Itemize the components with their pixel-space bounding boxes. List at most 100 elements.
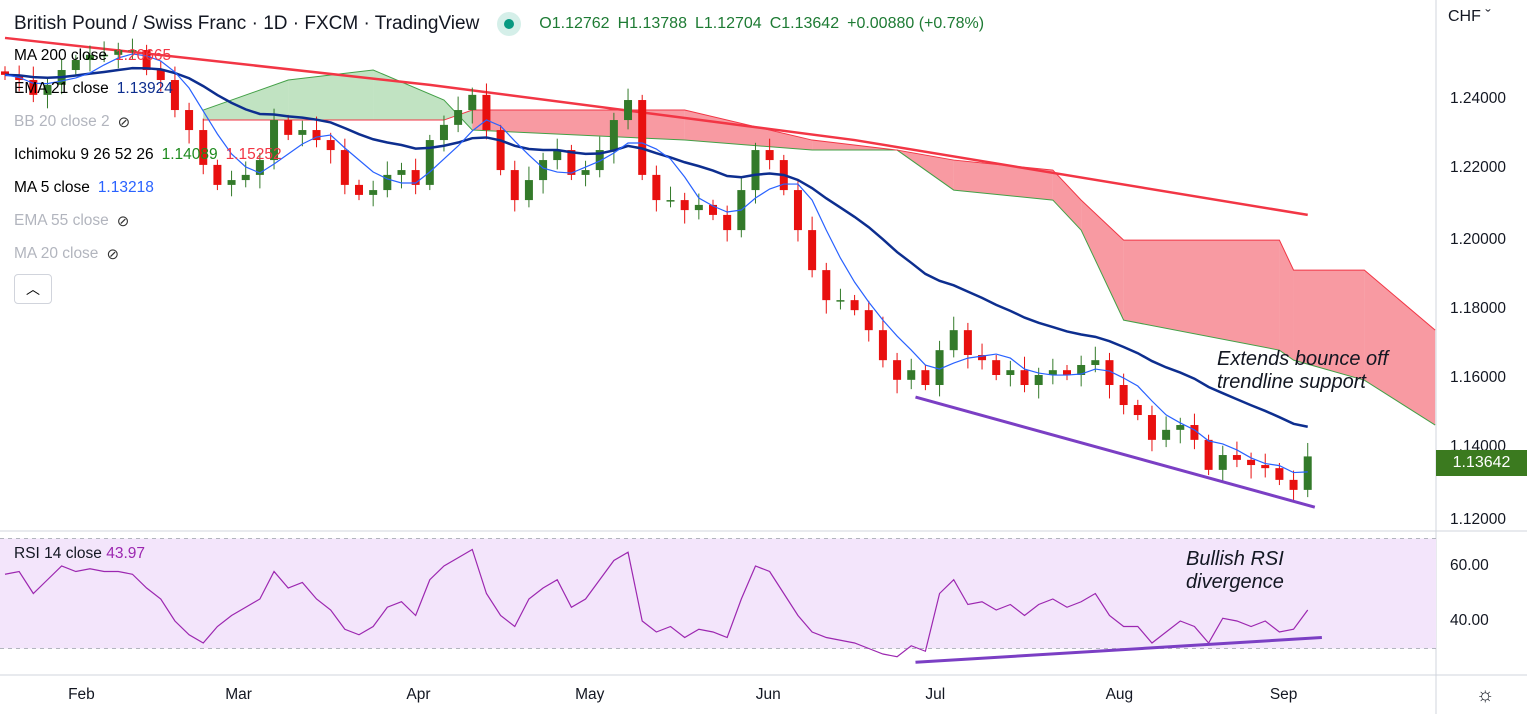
candle-body: [1232, 455, 1241, 460]
candle-body: [1, 71, 9, 75]
time-label: Sep: [1269, 686, 1298, 703]
candle-body: [1048, 370, 1057, 375]
rsi-legend[interactable]: RSI 14 close 43.97: [14, 545, 145, 563]
last-price-tag: 1.13642: [1436, 450, 1527, 476]
candle-body: [680, 200, 689, 211]
chart-header: British Pound / Swiss Franc · 1D · FXCM …: [14, 12, 984, 36]
legend-ma20[interactable]: MA 20 close ⊘: [14, 245, 119, 263]
candle-body: [185, 110, 194, 131]
currency-selector[interactable]: CHF ˇ: [1448, 8, 1491, 25]
candle-body: [595, 150, 604, 171]
ichimoku-cloud-bull: [203, 80, 289, 121]
candle-body: [1162, 429, 1171, 440]
candle-body: [496, 130, 505, 171]
legend-label: MA 200 close: [14, 47, 108, 64]
candle-body: [907, 370, 916, 380]
collapse-legend-button[interactable]: ︿: [14, 274, 52, 304]
legend-value: 1.13924: [116, 80, 173, 97]
ichimoku-cloud-bear: [1052, 170, 1082, 231]
rsi-band: [0, 538, 1436, 649]
candle-body: [1261, 465, 1270, 469]
candle-body: [567, 150, 576, 175]
candle-body: [1020, 370, 1029, 386]
price-tick: 1.16000: [1450, 369, 1507, 386]
legend-ema21[interactable]: EMA 21 close 1.13924: [14, 80, 173, 98]
legend-ema55[interactable]: EMA 55 close ⊘: [14, 212, 129, 230]
candle-body: [1133, 405, 1142, 416]
eye-hidden-icon[interactable]: ⊘: [117, 114, 131, 131]
legend-ma200[interactable]: MA 200 close 1.20665: [14, 47, 171, 65]
candle-body: [808, 230, 817, 271]
eye-hidden-icon[interactable]: ⊘: [106, 246, 120, 263]
candle-body: [128, 50, 137, 52]
candle-body: [694, 204, 703, 211]
candle-body: [1190, 425, 1199, 440]
legend-label: BB 20 close 2: [14, 113, 110, 130]
rsi-trendline: [915, 636, 1322, 664]
ichimoku-cloud-bear: [1081, 200, 1124, 321]
candle-body: [539, 160, 548, 181]
candle-body: [114, 50, 123, 55]
candle-body: [963, 330, 972, 355]
eye-hidden-icon[interactable]: ⊘: [116, 213, 130, 230]
candle-body: [227, 180, 236, 185]
candle-body: [100, 54, 109, 57]
time-label: Apr: [406, 686, 431, 703]
legend-bb[interactable]: BB 20 close 2 ⊘: [14, 113, 130, 131]
candle-body: [255, 160, 264, 175]
candle-body: [326, 140, 335, 151]
candle-body: [1289, 479, 1298, 490]
annotation-line: Extends bounce off: [1217, 348, 1389, 370]
candle-body: [425, 140, 434, 185]
candle-body: [369, 190, 378, 195]
legend-label: Ichimoku 9 26 52 26: [14, 146, 154, 163]
time-label: May: [575, 686, 605, 703]
candle-body: [765, 150, 774, 161]
legend-label: MA 20 close: [14, 245, 99, 262]
candle-body: [284, 120, 293, 135]
candle-body: [1091, 360, 1100, 365]
symbol-title[interactable]: British Pound / Swiss Franc · 1D · FXCM …: [14, 13, 480, 34]
candle-body: [170, 80, 179, 111]
price-tick: 1.22000: [1450, 159, 1507, 176]
ohlc-high: H1.13788: [617, 15, 687, 32]
candle-body: [29, 80, 38, 95]
candle-body: [482, 94, 491, 131]
candle-body: [1077, 364, 1086, 375]
price-support-trendline: [915, 395, 1316, 509]
candle-body: [609, 120, 618, 151]
ichimoku-cloud-bull: [373, 70, 444, 121]
ichimoku-cloud-bear: [1364, 270, 1436, 426]
rsi-line: [4, 548, 1309, 658]
rsi-annotation: Bullish RSI divergence: [1186, 548, 1284, 594]
candle-body: [581, 170, 590, 175]
rsi-label: RSI 14 close: [14, 545, 102, 562]
time-label: Jul: [925, 686, 946, 703]
ichimoku-cloud-bear: [1279, 240, 1294, 361]
candle-body: [270, 120, 279, 161]
candle-body: [85, 54, 94, 61]
candle-body: [454, 110, 463, 125]
candle-body: [1034, 375, 1043, 386]
market-status-icon: [497, 12, 522, 36]
candle-body: [1176, 425, 1185, 430]
settings-gear-icon[interactable]: ☼: [1476, 684, 1495, 706]
candle-body: [298, 130, 307, 135]
legend-ichimoku[interactable]: Ichimoku 9 26 52 26 1.14089 1.15252: [14, 146, 282, 164]
candle-body: [949, 330, 958, 351]
ohlc-open: O1.12762: [539, 15, 610, 32]
candle-body: [411, 170, 420, 185]
price-tick: 1.18000: [1450, 300, 1507, 317]
candle-body: [709, 204, 717, 215]
legend-value-2: 1.15252: [225, 146, 282, 163]
candle-body: [1119, 385, 1128, 406]
candle-body: [312, 130, 321, 141]
time-label: Mar: [225, 686, 252, 703]
candle-body: [524, 180, 533, 201]
legend-ma5[interactable]: MA 5 close 1.13218: [14, 179, 154, 197]
candle-body: [1204, 439, 1213, 470]
legend-label: EMA 21 close: [14, 80, 109, 97]
candle-body: [43, 84, 52, 95]
candle-body: [723, 214, 732, 231]
